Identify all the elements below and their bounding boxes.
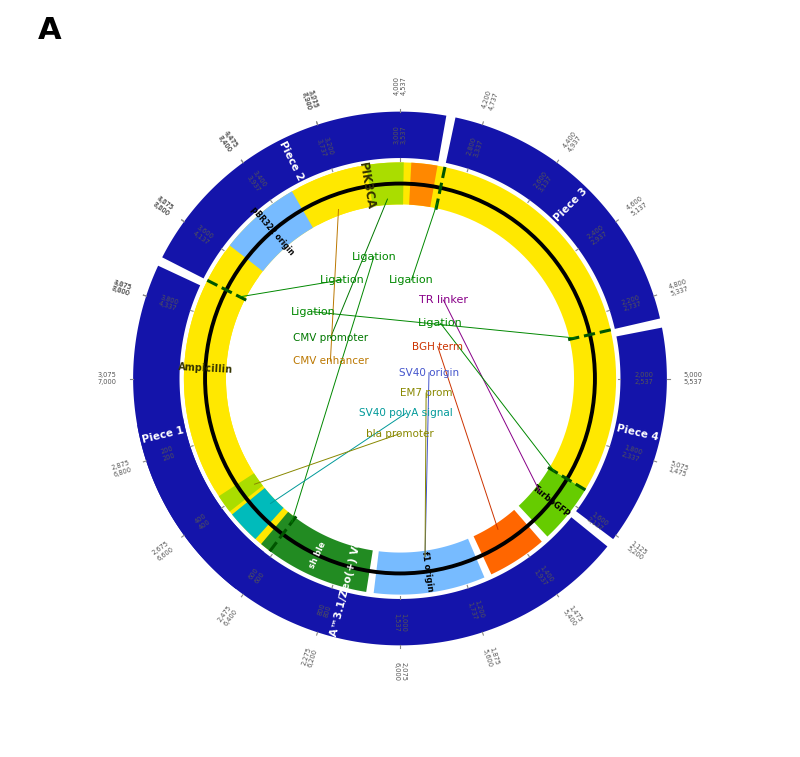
Text: 4,000
4,537: 4,000 4,537 <box>394 76 406 95</box>
Text: 600
600: 600 600 <box>248 567 266 584</box>
Text: SV40 polyA signal: SV40 polyA signal <box>359 408 453 419</box>
Text: 4,800
5,337: 4,800 5,337 <box>668 279 690 297</box>
Text: 2,400
2,937: 2,400 2,937 <box>586 224 609 246</box>
Text: f1 origin: f1 origin <box>420 551 434 593</box>
Text: pBR322 origin: pBR322 origin <box>249 205 295 257</box>
Text: bla promoter: bla promoter <box>366 428 434 438</box>
Text: Piece 2: Piece 2 <box>278 139 306 182</box>
Polygon shape <box>366 163 404 207</box>
Text: 3,475
7,400: 3,475 7,400 <box>217 130 238 153</box>
Text: 3,400
3,937: 3,400 3,937 <box>246 170 267 193</box>
Polygon shape <box>409 163 438 207</box>
Text: 2,200
2,737: 2,200 2,737 <box>621 294 642 313</box>
Text: EM7 prom: EM7 prom <box>400 388 452 398</box>
Text: 1,475
5,400: 1,475 5,400 <box>562 604 583 627</box>
Text: 2,075
6,000: 2,075 6,000 <box>394 662 406 681</box>
Polygon shape <box>137 417 607 646</box>
Polygon shape <box>446 117 660 329</box>
Polygon shape <box>133 266 264 589</box>
Text: 3,675
7,600: 3,675 7,600 <box>151 195 174 217</box>
Text: 2,600
3,137: 2,600 3,137 <box>532 170 554 193</box>
Text: TR linker: TR linker <box>419 295 468 305</box>
Text: 200
200: 200 200 <box>160 446 176 462</box>
Polygon shape <box>218 473 263 512</box>
Text: 1,400
1,937: 1,400 1,937 <box>533 564 554 587</box>
Polygon shape <box>576 328 667 539</box>
Text: 1,200
1,737: 1,200 1,737 <box>466 600 484 621</box>
Text: 3,275
7,200: 3,275 7,200 <box>300 89 318 111</box>
Polygon shape <box>184 251 259 490</box>
Text: Ligation: Ligation <box>320 275 364 285</box>
Text: 3,075
7,000: 3,075 7,000 <box>98 372 117 385</box>
Text: CMV enhancer: CMV enhancer <box>293 356 368 366</box>
Text: A: A <box>38 16 61 45</box>
Text: sh ble: sh ble <box>307 540 328 570</box>
Text: 1,000
1,537: 1,000 1,537 <box>394 612 406 631</box>
Polygon shape <box>374 539 485 594</box>
Text: TurboGFP: TurboGFP <box>531 484 572 519</box>
Text: 5,075
1,475: 5,075 1,475 <box>668 460 690 478</box>
Text: 1,875
5,600: 1,875 5,600 <box>482 646 500 668</box>
Polygon shape <box>184 163 616 551</box>
Polygon shape <box>298 167 366 225</box>
Circle shape <box>17 0 783 757</box>
Text: BGH term: BGH term <box>412 341 463 351</box>
Text: Ligation: Ligation <box>418 319 463 329</box>
Text: 5,000
5,537: 5,000 5,537 <box>683 372 702 385</box>
Text: Piece 4: Piece 4 <box>615 424 659 443</box>
Text: 800
800: 800 800 <box>317 602 333 618</box>
Text: 2,000
2,537: 2,000 2,537 <box>634 372 653 385</box>
Text: 1,125
5,200: 1,125 5,200 <box>626 540 649 562</box>
Polygon shape <box>162 111 446 279</box>
Text: Piece 3: Piece 3 <box>552 186 590 223</box>
Text: PIK3CA: PIK3CA <box>355 161 377 211</box>
Text: 4,075
8,000: 4,075 8,000 <box>110 279 132 297</box>
Text: 2,800
3,337: 2,800 3,337 <box>466 136 485 157</box>
Text: 3,000
3,537: 3,000 3,537 <box>394 126 406 145</box>
Text: Ligation: Ligation <box>390 275 434 285</box>
Polygon shape <box>230 192 313 271</box>
Polygon shape <box>518 468 586 537</box>
Text: 4,400
4,937: 4,400 4,937 <box>562 130 583 153</box>
Text: Ligation: Ligation <box>351 251 396 262</box>
Polygon shape <box>232 488 283 539</box>
Text: 2,275
6,200: 2,275 6,200 <box>300 646 318 668</box>
Text: 2,475
6,400: 2,475 6,400 <box>217 604 238 627</box>
Text: 4,275
8,200: 4,275 8,200 <box>151 195 174 217</box>
Text: 4,200
4,737: 4,200 4,737 <box>482 89 500 111</box>
Text: Piece 1: Piece 1 <box>141 425 185 445</box>
Text: SV40 origin: SV40 origin <box>399 368 459 378</box>
Text: Ligation: Ligation <box>290 307 335 316</box>
Text: 3,200
3,737: 3,200 3,737 <box>316 136 334 157</box>
Text: 3,875
7,800: 3,875 7,800 <box>110 279 132 297</box>
Text: Ampicillin: Ampicillin <box>178 362 233 375</box>
Polygon shape <box>261 512 373 592</box>
Text: 400
400: 400 400 <box>194 512 212 531</box>
Text: 1,800
2,337: 1,800 2,337 <box>621 444 642 463</box>
Text: 3,600
4,137: 3,600 4,137 <box>191 225 214 246</box>
Polygon shape <box>474 510 542 575</box>
Text: 2,875
6,800: 2,875 6,800 <box>110 460 132 478</box>
Text: Piece 5 (pcDNA™3.1/Zeo(+) Vector): Piece 5 (pcDNA™3.1/Zeo(+) Vector) <box>308 512 370 717</box>
Text: 2,675
6,600: 2,675 6,600 <box>151 540 174 562</box>
Text: CMV promoter: CMV promoter <box>293 333 368 343</box>
Text: 5,015
8,940: 5,015 8,940 <box>300 89 318 111</box>
Text: 1,600
2,137: 1,600 2,137 <box>586 511 609 532</box>
Text: 3,800
4,337: 3,800 4,337 <box>158 294 179 313</box>
Text: 4,600
5,137: 4,600 5,137 <box>626 195 649 217</box>
Text: 4,475
8,400: 4,475 8,400 <box>217 130 238 153</box>
